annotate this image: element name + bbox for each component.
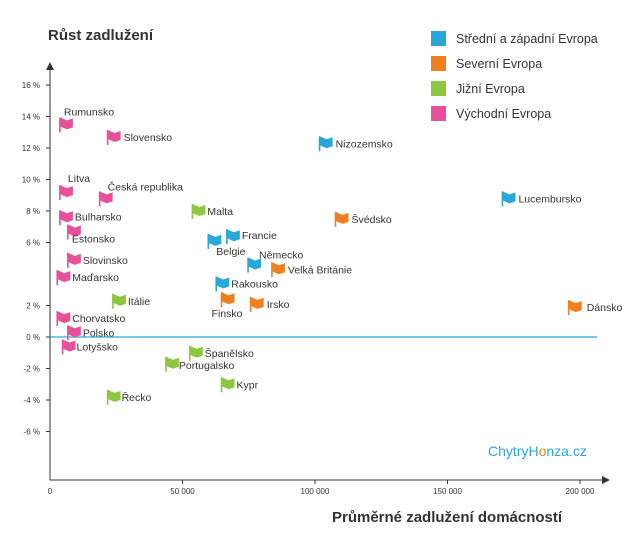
data-point-label: Maďarsko <box>72 272 119 284</box>
data-point-marker <box>188 345 203 361</box>
data-point-marker <box>67 325 81 341</box>
axes <box>46 62 610 484</box>
data-point-label: Bulharsko <box>75 211 122 223</box>
data-point-label: Malta <box>207 206 233 218</box>
legend-swatch <box>431 106 446 121</box>
data-point-label: Rumunsko <box>64 106 114 118</box>
y-tick-label: 6 % <box>26 239 40 248</box>
data-point-marker <box>567 300 582 316</box>
y-tick-label: -2 % <box>24 365 40 374</box>
data-point-label: Nizozemsko <box>336 138 393 150</box>
data-point-label: Itálie <box>128 296 150 308</box>
legend-label: Jižní Evropa <box>456 82 525 96</box>
data-point-label: Slovinsko <box>83 255 128 267</box>
y-axis-arrow <box>46 62 54 70</box>
data-point-marker <box>59 185 73 201</box>
data-point-label: Irsko <box>267 299 290 311</box>
y-tick-label: -4 % <box>24 396 40 405</box>
data-point-label: Finsko <box>212 308 243 320</box>
brand-part-3: nza.cz <box>546 443 586 459</box>
legend: Střední a západní Evropa Severní Evropa Ji… <box>431 31 598 121</box>
data-point-marker <box>226 229 240 245</box>
legend-label: Střední a západní Evropa <box>456 32 598 46</box>
data-point-marker <box>220 377 235 393</box>
x-axis-arrow <box>602 476 610 484</box>
data-point-marker <box>98 191 113 207</box>
y-tick-label: 12 % <box>22 144 40 153</box>
y-tick-label: 0 % <box>26 333 40 342</box>
x-tick-label: 150 000 <box>433 487 462 496</box>
data-point-label: Česká republika <box>108 180 183 193</box>
data-point-marker <box>191 204 206 219</box>
legend-swatch <box>431 56 446 71</box>
data-point-label: Litva <box>68 173 90 185</box>
data-point-label: Francie <box>242 230 277 242</box>
data-point-marker <box>334 211 349 227</box>
data-point-label: Německo <box>259 250 304 262</box>
data-point-marker <box>271 262 285 278</box>
data-point-marker <box>106 389 121 405</box>
brand-part-1: ChytryH <box>488 443 539 459</box>
data-points: Nizozemsko Lucembursko Francie Belgie Německ… <box>56 106 623 405</box>
x-tick-label: 50 000 <box>170 487 195 496</box>
x-axis-title: Průměrné zadlužení domácností <box>332 509 563 526</box>
data-point-marker <box>318 136 333 152</box>
data-point-marker <box>59 117 73 133</box>
legend-swatch <box>431 31 446 46</box>
data-point-label: Kypr <box>237 379 259 391</box>
data-point-label: Dánsko <box>587 302 623 314</box>
data-point-label: Řecko <box>122 391 152 404</box>
data-point-marker <box>501 191 516 207</box>
x-tick-label: 0 <box>48 487 53 496</box>
data-point-marker <box>61 339 76 355</box>
data-point-marker <box>215 276 230 292</box>
y-tick-label: 2 % <box>26 302 40 311</box>
data-point-marker <box>249 296 264 312</box>
brand-watermark: ChytryHonza.cz <box>488 443 587 459</box>
data-point-marker <box>220 292 235 308</box>
data-point-marker <box>106 129 121 145</box>
data-point-marker <box>165 356 179 372</box>
data-point-marker <box>56 311 71 327</box>
data-point-marker <box>67 224 81 240</box>
data-point-label: Chorvatsko <box>72 313 125 325</box>
data-point-marker <box>67 252 81 268</box>
data-point-label: Rakousko <box>231 278 278 290</box>
y-tick-label: 8 % <box>26 207 40 216</box>
x-tick-label: 100 000 <box>301 487 330 496</box>
data-point-marker <box>112 293 126 309</box>
data-point-label: Španělsko <box>205 347 254 360</box>
y-tick-label: 14 % <box>22 113 40 122</box>
y-tick-label: -6 % <box>24 428 40 437</box>
legend-swatch <box>431 81 446 96</box>
data-point-label: Estonsko <box>72 233 115 245</box>
x-tick-label: 200 000 <box>566 487 595 496</box>
data-point-label: Lucembursko <box>518 193 581 205</box>
y-tick-label: 16 % <box>22 81 40 90</box>
data-point-label: Lotyšsko <box>77 341 119 353</box>
data-point-label: Slovensko <box>124 132 173 144</box>
data-point-label: Belgie <box>216 246 245 258</box>
data-point-marker <box>56 270 71 286</box>
data-point-marker <box>59 210 73 226</box>
legend-label: Východní Evropa <box>456 107 551 121</box>
data-point-label: Portugalsko <box>179 360 235 372</box>
data-point-marker <box>207 233 222 249</box>
data-point-label: Polsko <box>83 327 115 339</box>
data-point-marker <box>247 257 262 273</box>
y-axis-title: Růst zadlužení <box>48 27 154 44</box>
brand-part-2: o <box>539 443 547 459</box>
y-tick-label: 10 % <box>22 176 40 185</box>
data-point-label: Velká Británie <box>288 264 352 276</box>
legend-label: Severní Evropa <box>456 57 542 71</box>
data-point-label: Švédsko <box>352 213 392 226</box>
axis-ticks: 16 % 14 % 12 % 10 % 8 % 6 % 2 % 0 % -2 % -4 % -6 %… <box>22 81 595 496</box>
